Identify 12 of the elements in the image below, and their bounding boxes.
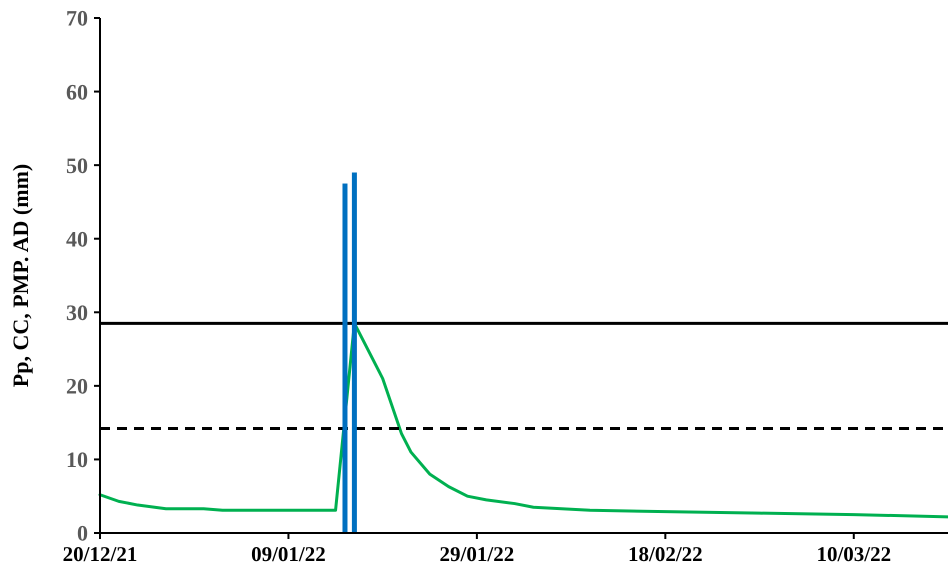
x-tick-label: 29/01/22 <box>440 542 514 566</box>
y-tick-label: 70 <box>66 6 88 31</box>
y-tick-label: 30 <box>66 300 88 325</box>
y-tick-label: 10 <box>66 447 88 472</box>
x-tick-label: 10/03/22 <box>816 542 892 566</box>
y-tick-label: 50 <box>66 152 88 178</box>
x-tick-label: 18/02/22 <box>628 542 703 566</box>
y-tick-label: 60 <box>66 79 88 104</box>
y-axis-title: Pp, CC, PMP. AD (mm) <box>8 164 33 388</box>
x-tick-label: 09/01/22 <box>251 542 326 566</box>
y-tick-label: 20 <box>66 374 88 399</box>
y-tick-label: 40 <box>66 226 88 252</box>
